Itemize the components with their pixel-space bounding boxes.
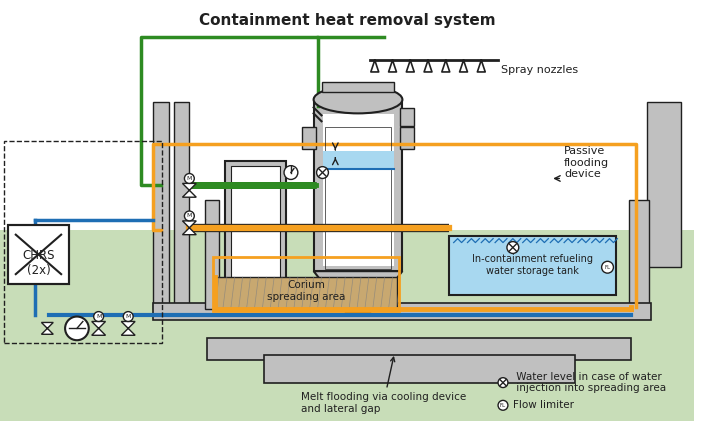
Bar xyxy=(8,225,69,284)
Circle shape xyxy=(507,242,519,254)
Bar xyxy=(302,127,315,149)
Bar xyxy=(207,338,631,360)
Bar xyxy=(174,101,189,309)
Bar xyxy=(322,82,394,92)
Bar xyxy=(205,200,219,309)
Bar xyxy=(0,230,694,421)
Bar xyxy=(401,127,414,149)
Text: M: M xyxy=(96,314,101,319)
Bar xyxy=(4,141,162,343)
Ellipse shape xyxy=(313,86,403,113)
Circle shape xyxy=(123,312,133,321)
Text: M: M xyxy=(187,176,192,181)
Circle shape xyxy=(498,400,508,410)
Circle shape xyxy=(317,167,329,179)
Text: In-containment refueling
water storage tank: In-containment refueling water storage t… xyxy=(472,254,593,276)
Bar xyxy=(264,355,575,382)
Text: Containment heat removal system: Containment heat removal system xyxy=(199,13,496,28)
Text: Passive
flooding
device: Passive flooding device xyxy=(564,146,609,179)
Bar xyxy=(629,200,649,309)
Polygon shape xyxy=(313,271,403,312)
Circle shape xyxy=(602,261,613,273)
Polygon shape xyxy=(182,184,196,197)
Text: Melt flooding via cooling device
and lateral gap: Melt flooding via cooling device and lat… xyxy=(301,357,466,414)
Text: Water level in case of water
 injection into spreading area: Water level in case of water injection i… xyxy=(513,372,666,393)
Circle shape xyxy=(184,211,194,221)
Polygon shape xyxy=(182,221,196,234)
Bar xyxy=(231,166,280,284)
Bar xyxy=(225,161,286,289)
Text: Corium
spreading area: Corium spreading area xyxy=(267,280,346,302)
Text: FL: FL xyxy=(500,403,506,408)
Circle shape xyxy=(184,173,194,184)
Text: M: M xyxy=(187,213,192,218)
Bar xyxy=(448,236,617,295)
Text: M: M xyxy=(125,314,131,319)
Polygon shape xyxy=(42,323,54,334)
Bar xyxy=(213,257,399,311)
Text: Flow limiter: Flow limiter xyxy=(513,400,574,410)
Bar xyxy=(401,109,414,126)
Bar xyxy=(8,225,69,284)
Bar xyxy=(322,151,394,169)
Bar xyxy=(325,127,391,269)
Circle shape xyxy=(65,317,89,340)
Circle shape xyxy=(498,378,508,388)
Polygon shape xyxy=(121,321,135,335)
Bar xyxy=(322,114,394,266)
Text: CHRS
(2x): CHRS (2x) xyxy=(23,249,55,277)
Bar xyxy=(313,100,403,271)
Polygon shape xyxy=(92,321,106,335)
Circle shape xyxy=(94,312,103,321)
Bar xyxy=(215,277,398,309)
Bar xyxy=(153,303,651,321)
Bar xyxy=(153,101,169,309)
Text: Spray nozzles: Spray nozzles xyxy=(501,65,578,75)
Circle shape xyxy=(284,166,298,179)
Text: FL: FL xyxy=(605,265,610,270)
Bar xyxy=(647,101,681,267)
Bar xyxy=(0,3,694,230)
